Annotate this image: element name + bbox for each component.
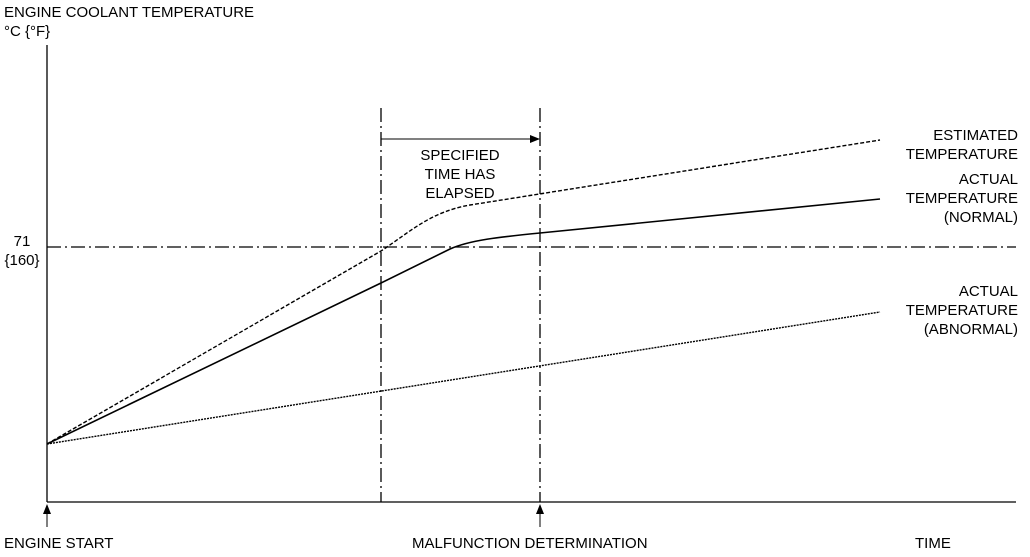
time-label: TIME (915, 535, 951, 552)
abnormal-label-line2: TEMPERATURE (905, 302, 1018, 319)
engine-start-label: ENGINE START (4, 535, 114, 552)
estimated-label-line2: TEMPERATURE (905, 146, 1018, 163)
actual-normal-curve (46, 198, 881, 445)
malfunction-determination-label: MALFUNCTION DETERMINATION (412, 535, 648, 552)
actual-abnormal-label: ACTUAL TEMPERATURE (ABNORMAL) (880, 282, 1018, 339)
actual-abnormal-curve (46, 311, 881, 445)
interval-label-line1: SPECIFIED (420, 147, 500, 164)
abnormal-label-line3: (ABNORMAL) (923, 321, 1018, 338)
abnormal-label-line1: ACTUAL (958, 283, 1018, 300)
interval-label-line2: TIME HAS (424, 166, 496, 183)
threshold-value-f: {160} (4, 252, 40, 269)
normal-label-line3: (NORMAL) (943, 209, 1018, 226)
estimated-temperature-label: ESTIMATED TEMPERATURE (880, 126, 1018, 164)
interval-label: SPECIFIED TIME HAS ELAPSED (400, 146, 520, 203)
interval-label-line3: ELAPSED (425, 185, 495, 202)
y-axis-label: ENGINE COOLANT TEMPERATURE °C {°F} (4, 3, 254, 41)
threshold-value: 71 (13, 233, 31, 250)
y-axis-label-line2: °C {°F} (4, 23, 51, 40)
threshold-label: 71 {160} (3, 232, 41, 270)
y-axis-label-line1: ENGINE COOLANT TEMPERATURE (4, 4, 255, 21)
normal-label-line1: ACTUAL (958, 171, 1018, 188)
normal-label-line2: TEMPERATURE (905, 190, 1018, 207)
estimated-label-line1: ESTIMATED (933, 127, 1018, 144)
actual-normal-label: ACTUAL TEMPERATURE (NORMAL) (880, 170, 1018, 227)
estimated-temperature-curve (46, 139, 881, 445)
